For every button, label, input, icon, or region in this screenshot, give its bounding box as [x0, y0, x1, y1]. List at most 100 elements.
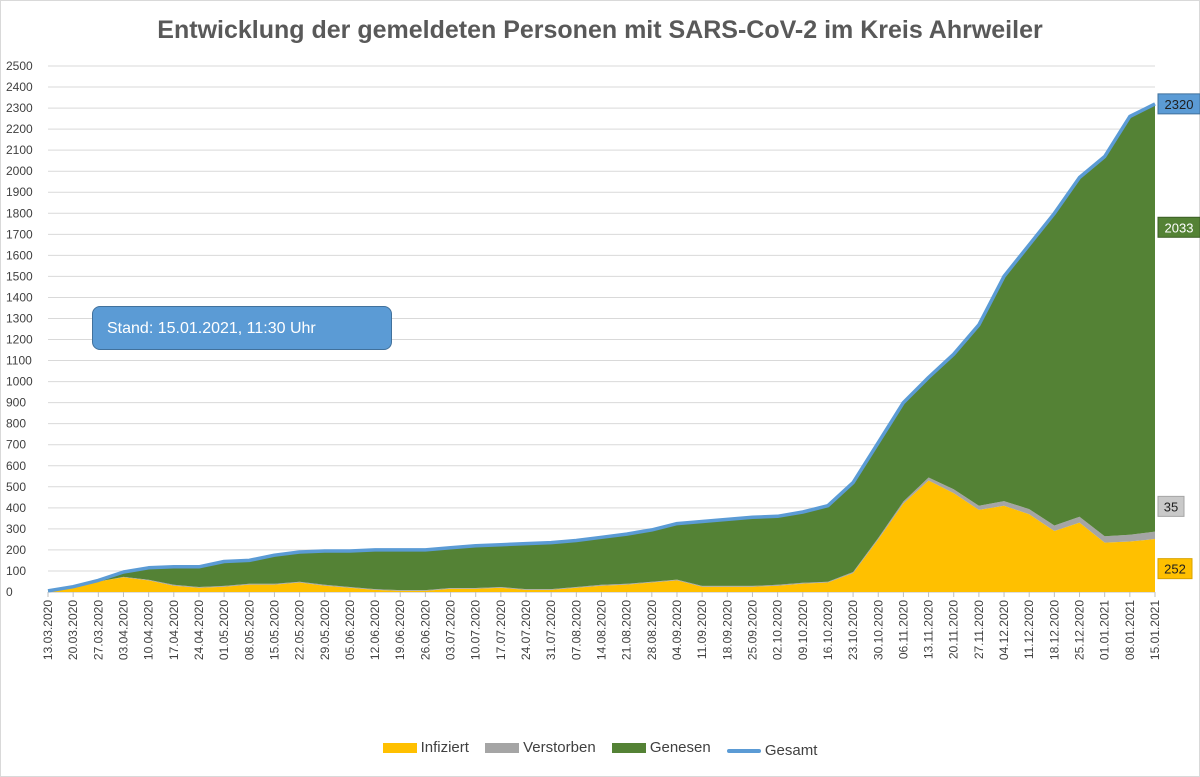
- x-tick-label-31: 16.10.2020: [821, 600, 835, 660]
- x-tick-label-23: 21.08.2020: [620, 600, 634, 660]
- x-axis: 13.03.2020 20.03.2020 27.03.2020 03.04.2020…: [41, 592, 1162, 660]
- x-tick-label-24: 28.08.2020: [645, 600, 659, 660]
- total-line: [47, 102, 1156, 593]
- y-tick-label-800: 800: [6, 417, 26, 431]
- x-tick-label-28: 25.09.2020: [745, 600, 759, 660]
- x-tick-label-1: 20.03.2020: [66, 600, 80, 660]
- y-tick-label-200: 200: [6, 543, 26, 557]
- y-tick-label-2400: 2400: [6, 80, 33, 94]
- legend-label-genesen: Genesen: [649, 739, 711, 756]
- y-tick-label-1900: 1900: [6, 185, 33, 199]
- end-label-text-0: 2320: [1165, 97, 1194, 112]
- end-label-box-0: [1157, 93, 1200, 115]
- x-tick-label-0: 13.03.2020: [41, 600, 55, 660]
- end-label-box-3: [1157, 558, 1193, 580]
- x-tick-label-2: 27.03.2020: [91, 600, 105, 660]
- legend-label-infiziert: Infiziert: [420, 739, 469, 756]
- end-label-1: 2033: [1157, 216, 1200, 238]
- y-tick-label-1000: 1000: [6, 375, 33, 389]
- y-tick-label-2300: 2300: [6, 101, 33, 115]
- stacked-areas: [48, 103, 1155, 592]
- x-tick-label-6: 24.04.2020: [192, 600, 206, 660]
- legend-swatch-verstorben: [485, 742, 520, 753]
- y-tick-label-1300: 1300: [6, 311, 33, 325]
- x-tick-label-29: 02.10.2020: [771, 600, 785, 660]
- legend-item-verstorben: Verstorben: [485, 739, 596, 756]
- x-tick-label-12: 05.06.2020: [343, 600, 357, 660]
- x-tick-label-11: 29.05.2020: [318, 600, 332, 660]
- legend-item-gesamt: Gesamt: [726, 742, 818, 759]
- y-tick-label-1500: 1500: [6, 269, 33, 283]
- y-tick-label-2100: 2100: [6, 143, 33, 157]
- legend-swatch-gesamt: [726, 748, 761, 753]
- end-label-3: 252: [1157, 558, 1193, 580]
- x-tick-label-19: 24.07.2020: [519, 600, 533, 660]
- end-label-0: 2320: [1157, 93, 1200, 115]
- y-axis: 0 100 200 300 400 500 600 700 800 900 1000 1100 1200…: [6, 59, 33, 599]
- line-gesamt: [47, 102, 1156, 593]
- end-label-text-2: 35: [1164, 499, 1178, 514]
- x-tick-label-41: 25.12.2020: [1073, 600, 1087, 660]
- end-label-box-1: [1157, 216, 1200, 238]
- x-tick-label-37: 27.11.2020: [972, 600, 986, 659]
- x-tick-label-39: 11.12.2020: [1022, 600, 1036, 659]
- y-tick-label-1700: 1700: [6, 227, 33, 241]
- y-tick-label-1100: 1100: [6, 354, 32, 368]
- stand-annotation: Stand: 15.01.2021, 11:30 Uhr: [92, 306, 392, 350]
- x-tick-label-36: 20.11.2020: [947, 600, 961, 659]
- legend-swatch-infiziert: [382, 742, 417, 753]
- x-tick-label-15: 26.06.2020: [418, 600, 432, 660]
- x-tick-label-4: 10.04.2020: [142, 600, 156, 660]
- y-tick-label-100: 100: [6, 564, 26, 578]
- x-tick-label-10: 22.05.2020: [293, 600, 307, 660]
- x-tick-label-30: 09.10.2020: [796, 600, 810, 660]
- y-tick-label-2500: 2500: [6, 59, 33, 73]
- legend-label-gesamt: Gesamt: [764, 742, 818, 759]
- y-tick-label-900: 900: [6, 396, 26, 410]
- x-tick-label-17: 10.07.2020: [469, 600, 483, 660]
- y-tick-label-1600: 1600: [6, 248, 33, 262]
- x-tick-label-34: 06.11.2020: [896, 600, 910, 659]
- chart-title: Entwicklung der gemeldeten Personen mit …: [157, 16, 1043, 44]
- y-tick-label-300: 300: [6, 522, 26, 536]
- legend: Infiziert Verstorben Genesen Gesamt: [0, 739, 1200, 759]
- x-tick-label-22: 14.08.2020: [595, 600, 609, 660]
- x-tick-label-8: 08.05.2020: [242, 600, 256, 660]
- x-tick-label-26: 11.09.2020: [695, 600, 709, 659]
- x-tick-label-33: 30.10.2020: [871, 600, 885, 660]
- x-tick-label-3: 03.04.2020: [116, 600, 130, 660]
- legend-swatch-genesen: [611, 742, 646, 753]
- x-tick-label-16: 03.07.2020: [444, 600, 458, 660]
- y-tick-label-1200: 1200: [6, 333, 33, 347]
- x-tick-label-40: 18.12.2020: [1047, 600, 1061, 660]
- y-tick-label-700: 700: [6, 438, 26, 452]
- y-tick-label-600: 600: [6, 459, 26, 473]
- y-tick-label-400: 400: [6, 501, 26, 515]
- end-label-text-1: 2033: [1165, 220, 1194, 235]
- x-tick-label-42: 01.01.2021: [1098, 600, 1112, 660]
- end-label-2: 35: [1157, 495, 1185, 517]
- y-tick-label-0: 0: [6, 585, 13, 599]
- end-labels: 2320 2033 35 252: [1157, 93, 1200, 580]
- x-tick-label-20: 31.07.2020: [544, 600, 558, 660]
- y-tick-label-1800: 1800: [6, 206, 33, 220]
- x-tick-label-14: 19.06.2020: [393, 600, 407, 660]
- x-tick-label-13: 12.06.2020: [368, 600, 382, 660]
- x-tick-label-38: 04.12.2020: [997, 600, 1011, 660]
- legend-item-infiziert: Infiziert: [382, 739, 469, 756]
- x-tick-label-35: 13.11.2020: [922, 600, 936, 659]
- y-tick-label-500: 500: [6, 480, 26, 494]
- x-tick-label-44: 15.01.2021: [1148, 600, 1162, 660]
- y-tick-label-2200: 2200: [6, 122, 33, 136]
- x-tick-label-25: 04.09.2020: [670, 600, 684, 660]
- x-tick-label-27: 18.09.2020: [720, 600, 734, 660]
- area-genesen: [48, 103, 1155, 591]
- end-label-text-3: 252: [1164, 562, 1186, 577]
- x-tick-label-9: 15.05.2020: [267, 600, 281, 660]
- legend-label-verstorben: Verstorben: [523, 739, 596, 756]
- end-label-box-2: [1157, 495, 1185, 517]
- legend-item-genesen: Genesen: [611, 739, 711, 756]
- x-tick-label-32: 23.10.2020: [846, 600, 860, 660]
- y-tick-label-2000: 2000: [6, 164, 33, 178]
